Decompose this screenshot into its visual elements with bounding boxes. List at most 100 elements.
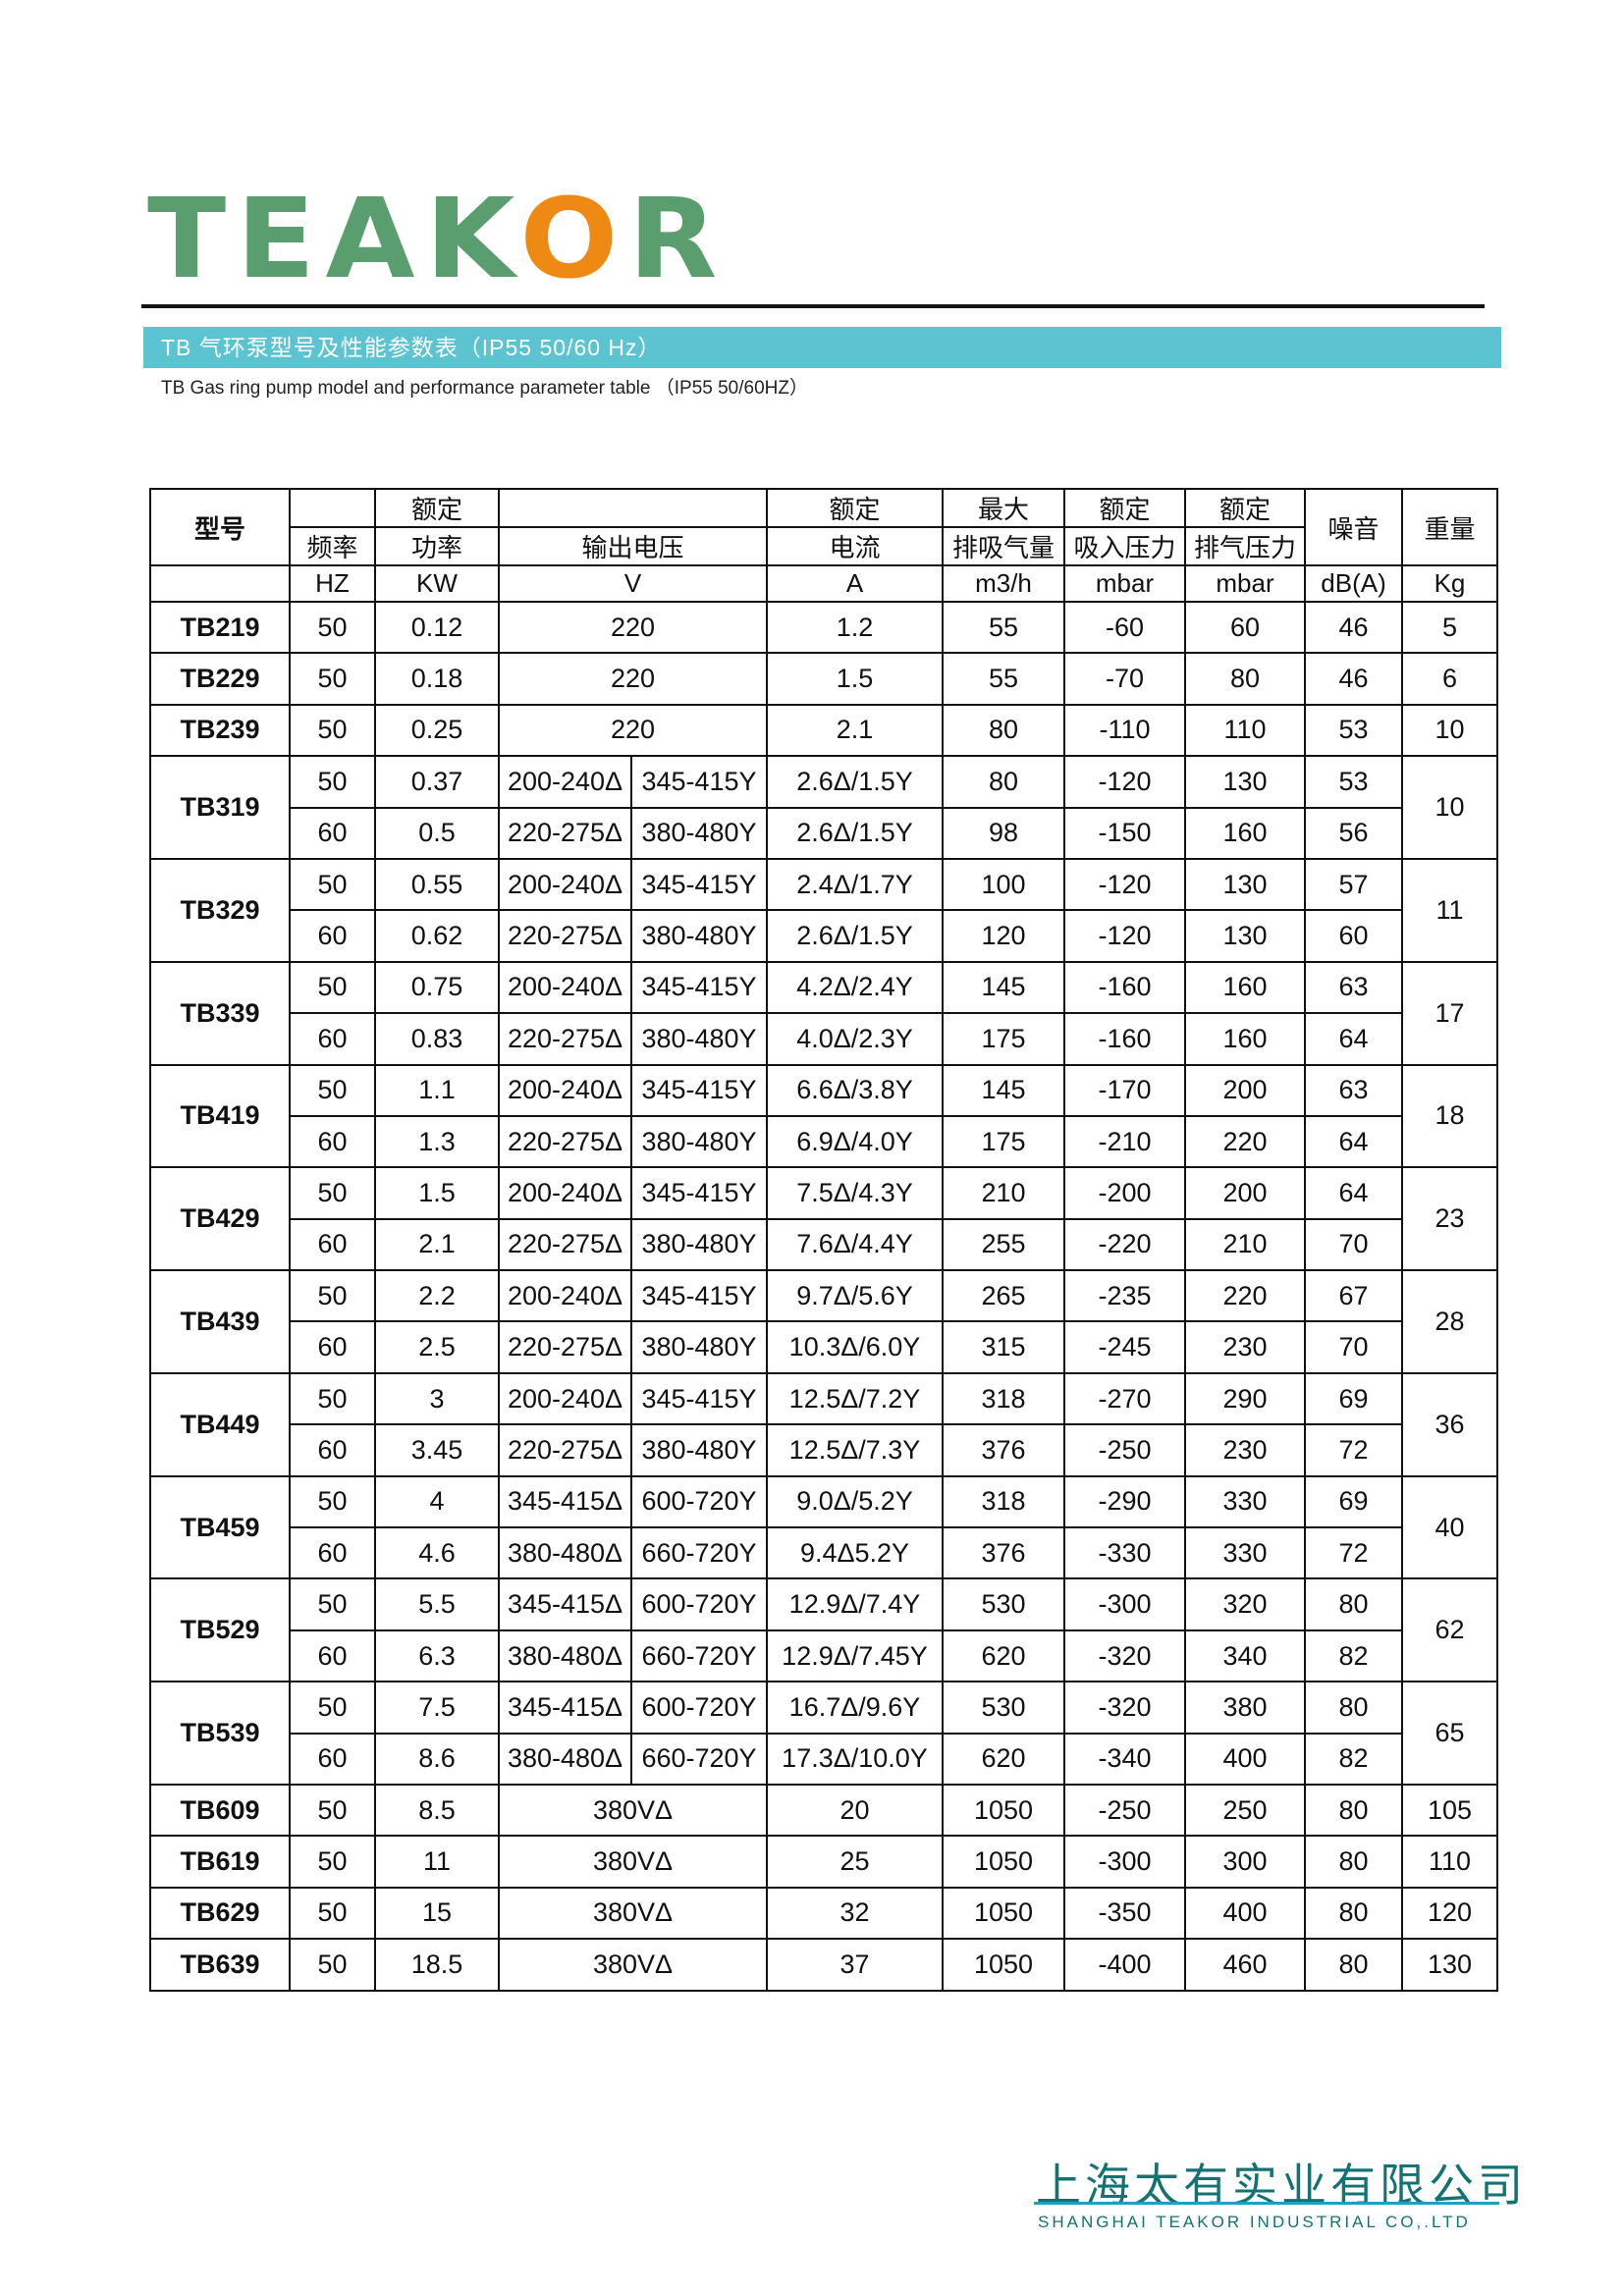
power-cell: 5.5	[374, 1577, 500, 1631]
header-voltage: 输出电压	[498, 526, 768, 566]
pressure-cell: 460	[1184, 1938, 1306, 1992]
model-cell: TB639	[149, 1938, 291, 1992]
header-vac-top: 额定	[1063, 488, 1186, 528]
title-band: TB 气环泵型号及性能参数表（IP55 50/60 Hz）	[143, 327, 1501, 368]
current-cell: 6.6Δ/3.8Y	[766, 1063, 944, 1117]
header-press: 排气压力	[1184, 526, 1306, 566]
table-row: TB419 50 1.1 200-240Δ 345-415Y 6.6Δ/3.8Y 145 -1…	[149, 1063, 1498, 1169]
flow-cell: 145	[942, 1063, 1065, 1117]
pressure-cell: 200	[1184, 1063, 1306, 1117]
table-row: 60 0.5 220-275Δ 380-480Y 2.6Δ/1.5Y 98 -150 160 5…	[150, 806, 1497, 860]
flow-cell: 318	[942, 1474, 1065, 1529]
vacuum-cell: -110	[1063, 703, 1186, 758]
teakor-logo: TEAKOR	[147, 185, 728, 294]
flow-cell: 1050	[942, 1835, 1065, 1889]
current-cell: 2.6Δ/1.5Y	[766, 755, 944, 809]
header-vac: 吸入压力	[1063, 526, 1186, 566]
voltage-cell: 220	[498, 600, 768, 655]
freq-cell: 50	[289, 652, 376, 706]
voltage-y-cell: 345-415Y	[630, 755, 768, 809]
vacuum-cell: -220	[1063, 1217, 1186, 1272]
current-cell: 6.9Δ/4.0Y	[766, 1114, 944, 1169]
vacuum-cell: -120	[1063, 755, 1186, 809]
voltage-y-cell: 380-480Y	[630, 1217, 768, 1272]
weight-cell: 105	[1401, 1783, 1498, 1838]
table-row: TB429 50 1.5 200-240Δ 345-415Y 7.5Δ/4.3Y 210 -2…	[149, 1166, 1498, 1272]
table-row: TB629 50 15 380VΔ 32 1050 -350 400 80 120	[149, 1886, 1498, 1941]
voltage-cell: 380VΔ	[498, 1783, 768, 1838]
table-row: 60 0.83 220-275Δ 380-480Y 4.0Δ/2.3Y 175 -160 16…	[150, 1012, 1497, 1066]
voltage-delta-cell: 220-275Δ	[498, 1320, 632, 1374]
noise-cell: 80	[1304, 1938, 1403, 1992]
freq-cell: 50	[289, 960, 376, 1015]
logo-o: O	[519, 176, 628, 303]
power-cell: 0.5	[374, 806, 500, 860]
table-row: TB639 50 18.5 380VΔ 37 1050 -400 460 80 130	[149, 1938, 1498, 1992]
table-row: 60 6.3 380-480Δ 660-720Y 12.9Δ/7.45Y 620 -320 3…	[150, 1629, 1497, 1683]
power-cell: 0.83	[374, 1012, 500, 1066]
pressure-cell: 130	[1184, 909, 1306, 963]
voltage-cell: 380VΔ	[498, 1886, 768, 1941]
pressure-cell: 340	[1184, 1629, 1306, 1683]
logo-text-end: R	[627, 176, 728, 303]
weight-cell: 28	[1401, 1269, 1498, 1374]
freq-cell: 60	[289, 1320, 376, 1374]
pressure-cell: 220	[1184, 1269, 1306, 1323]
table-row: TB339 50 0.75 200-240Δ 345-415Y 4.2Δ/2.4Y 145-…	[149, 960, 1498, 1066]
header-blank	[498, 488, 768, 528]
current-cell: 9.4Δ5.2Y	[766, 1526, 944, 1580]
header-rule	[141, 304, 1485, 308]
flow-cell: 318	[942, 1371, 1065, 1426]
table-row: TB319 50 0.37 200-240Δ 345-415Y 2.6Δ/1.5Y 80 -1…	[149, 755, 1498, 860]
model-cell: TB459	[149, 1474, 291, 1580]
table-row: TB459 50 4 345-415Δ 600-720Y 9.0Δ/5.2Y 318 -290…	[149, 1474, 1498, 1580]
flow-cell: 315	[942, 1320, 1065, 1374]
current-cell: 9.0Δ/5.2Y	[766, 1474, 944, 1529]
freq-cell: 60	[289, 1526, 376, 1580]
pressure-cell: 130	[1184, 755, 1306, 809]
model-cell: TB609	[149, 1783, 291, 1838]
flow-cell: 1050	[942, 1783, 1065, 1838]
voltage-delta-cell: 345-415Δ	[498, 1577, 632, 1631]
weight-cell: 65	[1401, 1681, 1498, 1786]
current-cell: 12.9Δ/7.45Y	[766, 1629, 944, 1683]
voltage-y-cell: 380-480Y	[630, 806, 768, 860]
pressure-cell: 210	[1184, 1217, 1306, 1272]
header-weight: 重量	[1401, 488, 1498, 566]
voltage-delta-cell: 200-240Δ	[498, 1166, 632, 1220]
freq-cell: 50	[289, 1835, 376, 1889]
table-row: 60 3.45 220-275Δ 380-480Y 12.5Δ/7.3Y 376 -250 2…	[150, 1423, 1497, 1477]
voltage-delta-cell: 220-275Δ	[498, 1114, 632, 1169]
voltage-y-cell: 600-720Y	[630, 1474, 768, 1529]
weight-cell: 110	[1401, 1835, 1498, 1889]
current-cell: 4.0Δ/2.3Y	[766, 1012, 944, 1066]
current-cell: 7.5Δ/4.3Y	[766, 1166, 944, 1220]
noise-cell: 53	[1304, 703, 1403, 758]
vacuum-cell: -300	[1063, 1577, 1186, 1631]
table-row: TB229 50 0.18 220 1.5 55 -70 80 46 6	[149, 652, 1498, 706]
voltage-delta-cell: 200-240Δ	[498, 960, 632, 1015]
vacuum-cell: -330	[1063, 1526, 1186, 1580]
pressure-cell: 300	[1184, 1835, 1306, 1889]
vacuum-cell: -300	[1063, 1835, 1186, 1889]
voltage-cell: 380VΔ	[498, 1835, 768, 1889]
model-cell: TB239	[149, 703, 291, 758]
vacuum-cell: -210	[1063, 1114, 1186, 1169]
power-cell: 11	[374, 1835, 500, 1889]
voltage-delta-cell: 200-240Δ	[498, 857, 632, 912]
pressure-cell: 380	[1184, 1681, 1306, 1735]
model-cell: TB539	[149, 1681, 291, 1786]
model-cell: TB629	[149, 1886, 291, 1941]
freq-cell: 60	[289, 909, 376, 963]
unit-current: A	[766, 564, 944, 603]
voltage-y-cell: 660-720Y	[630, 1629, 768, 1683]
voltage-y-cell: 600-720Y	[630, 1681, 768, 1735]
voltage-y-cell: 380-480Y	[630, 1423, 768, 1477]
header-current: 电流	[766, 526, 944, 566]
current-cell: 1.5	[766, 652, 944, 706]
unit-weight: Kg	[1401, 564, 1498, 603]
header-flow: 排吸气量	[942, 526, 1065, 566]
current-cell: 2.4Δ/1.7Y	[766, 857, 944, 912]
pressure-cell: 60	[1184, 600, 1306, 655]
noise-cell: 57	[1304, 857, 1403, 912]
